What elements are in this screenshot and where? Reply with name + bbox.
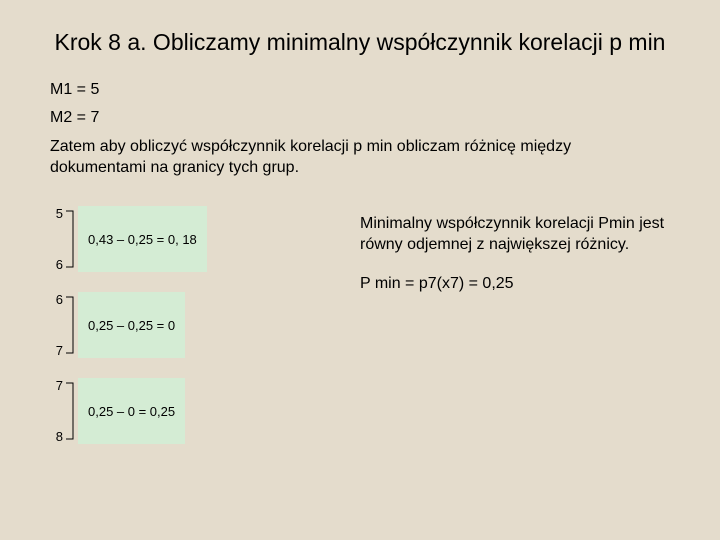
m2-line: M2 = 7 bbox=[50, 109, 670, 127]
bracket-icon bbox=[66, 378, 78, 444]
bracket-num-bottom: 8 bbox=[50, 429, 63, 444]
bracket-group: 7 8 0,25 – 0 = 0,25 bbox=[50, 378, 185, 444]
explanation-line-2: P min = p7(x7) = 0,25 bbox=[360, 274, 670, 295]
lower-section: 5 6 0,43 – 0,25 = 0, 18 6 7 0,25 – 0,25 … bbox=[50, 206, 670, 466]
number-column: 7 8 bbox=[50, 378, 66, 444]
calc-box: 0,25 – 0 = 0,25 bbox=[78, 378, 185, 444]
description-paragraph: Zatem aby obliczyć współczynnik korelacj… bbox=[50, 137, 670, 179]
calc-box: 0,25 – 0,25 = 0 bbox=[78, 292, 185, 358]
bracket-num-top: 7 bbox=[50, 378, 63, 393]
number-column: 5 6 bbox=[50, 206, 66, 272]
bracket-group: 5 6 0,43 – 0,25 = 0, 18 bbox=[50, 206, 207, 272]
number-column: 6 7 bbox=[50, 292, 66, 358]
bracket-group: 6 7 0,25 – 0,25 = 0 bbox=[50, 292, 185, 358]
bracket-icon bbox=[66, 292, 78, 358]
bracket-num-top: 5 bbox=[50, 206, 63, 221]
explanation-line-1: Minimalny współczynnik korelacji Pmin je… bbox=[360, 214, 670, 256]
bracket-num-bottom: 7 bbox=[50, 343, 63, 358]
bracket-num-bottom: 6 bbox=[50, 257, 63, 272]
bracket-num-top: 6 bbox=[50, 292, 63, 307]
right-explanation: Minimalny współczynnik korelacji Pmin je… bbox=[320, 206, 670, 312]
slide-title: Krok 8 a. Obliczamy minimalny współczynn… bbox=[50, 28, 670, 57]
m1-line: M1 = 5 bbox=[50, 81, 670, 99]
bracket-column: 5 6 0,43 – 0,25 = 0, 18 6 7 0,25 – 0,25 … bbox=[50, 206, 320, 466]
calc-box: 0,43 – 0,25 = 0, 18 bbox=[78, 206, 207, 272]
bracket-icon bbox=[66, 206, 78, 272]
